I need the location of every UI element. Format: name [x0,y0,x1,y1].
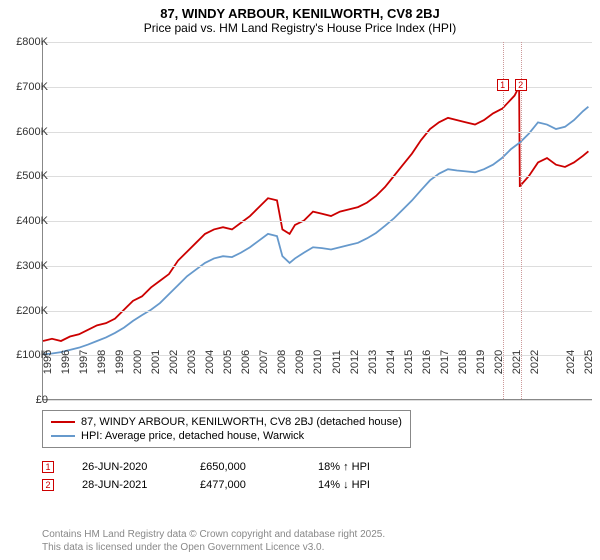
x-axis-label: 2015 [403,350,415,374]
y-axis-label: £200K [16,305,48,317]
event-vline [503,42,504,399]
x-axis-label: 1998 [96,350,108,374]
event-marker-2: 2 [515,79,527,91]
legend-label: 87, WINDY ARBOUR, KENILWORTH, CV8 2BJ (d… [81,416,402,428]
event-delta: 14% ↓ HPI [318,479,408,491]
y-axis-label: £800K [16,36,48,48]
legend-row: 87, WINDY ARBOUR, KENILWORTH, CV8 2BJ (d… [51,415,402,429]
x-axis-label: 2018 [457,350,469,374]
legend-label: HPI: Average price, detached house, Warw… [81,430,304,442]
x-axis-label: 2016 [421,350,433,374]
event-vline [521,42,522,399]
x-axis-label: 1995 [42,350,54,374]
y-axis-label: £300K [16,260,48,272]
event-delta: 18% ↑ HPI [318,461,408,473]
attribution-footer: Contains HM Land Registry data © Crown c… [42,528,385,554]
gridline [43,132,592,133]
series-hpi [43,107,588,355]
gridline [43,266,592,267]
x-axis-label: 2000 [132,350,144,374]
x-axis-label: 2014 [385,350,397,374]
y-axis-label: £0 [36,394,48,406]
y-axis-label: £400K [16,215,48,227]
x-axis-label: 1999 [114,350,126,374]
x-axis-label: 2017 [439,350,451,374]
event-date: 26-JUN-2020 [82,461,172,473]
x-axis-label: 2005 [222,350,234,374]
legend: 87, WINDY ARBOUR, KENILWORTH, CV8 2BJ (d… [42,410,411,448]
chart-subtitle: Price paid vs. HM Land Registry's House … [0,21,600,39]
x-axis-label: 2003 [186,350,198,374]
x-axis-label: 2009 [294,350,306,374]
x-axis-label: 2012 [349,350,361,374]
chart-plot-area: 12 [42,42,592,400]
gridline [43,176,592,177]
y-axis-label: £500K [16,170,48,182]
event-row: 2 28-JUN-2021 £477,000 14% ↓ HPI [42,476,408,494]
x-axis-label: 2011 [331,350,343,374]
legend-swatch [51,435,75,437]
event-date: 28-JUN-2021 [82,479,172,491]
legend-swatch [51,421,75,423]
x-axis-label: 2002 [168,350,180,374]
event-price: £650,000 [200,461,290,473]
x-axis-label: 2007 [258,350,270,374]
event-row-marker: 2 [42,479,54,491]
event-table: 1 26-JUN-2020 £650,000 18% ↑ HPI 2 28-JUN-202… [42,458,408,494]
x-axis-label: 2001 [150,350,162,374]
event-marker-1: 1 [497,79,509,91]
gridline [43,87,592,88]
x-axis-label: 2013 [367,350,379,374]
x-axis-label: 2025 [583,350,595,374]
gridline [43,400,592,401]
legend-row: HPI: Average price, detached house, Warw… [51,429,402,443]
series-price_paid [43,87,588,341]
x-axis-label: 2019 [475,350,487,374]
event-price: £477,000 [200,479,290,491]
x-axis-label: 2020 [493,350,505,374]
y-axis-label: £600K [16,126,48,138]
x-axis-label: 1996 [60,350,72,374]
x-axis-label: 2022 [529,350,541,374]
x-axis-label: 1997 [78,350,90,374]
event-row-marker: 1 [42,461,54,473]
gridline [43,311,592,312]
gridline [43,42,592,43]
event-row: 1 26-JUN-2020 £650,000 18% ↑ HPI [42,458,408,476]
footer-line-1: Contains HM Land Registry data © Crown c… [42,528,385,541]
footer-line-2: This data is licensed under the Open Gov… [42,541,385,554]
x-axis-label: 2008 [276,350,288,374]
x-axis-label: 2021 [511,350,523,374]
chart-title: 87, WINDY ARBOUR, KENILWORTH, CV8 2BJ [0,0,600,21]
x-axis-label: 2010 [312,350,324,374]
x-axis-label: 2006 [240,350,252,374]
x-axis-label: 2024 [565,350,577,374]
y-axis-label: £700K [16,81,48,93]
gridline [43,221,592,222]
x-axis-label: 2004 [204,350,216,374]
